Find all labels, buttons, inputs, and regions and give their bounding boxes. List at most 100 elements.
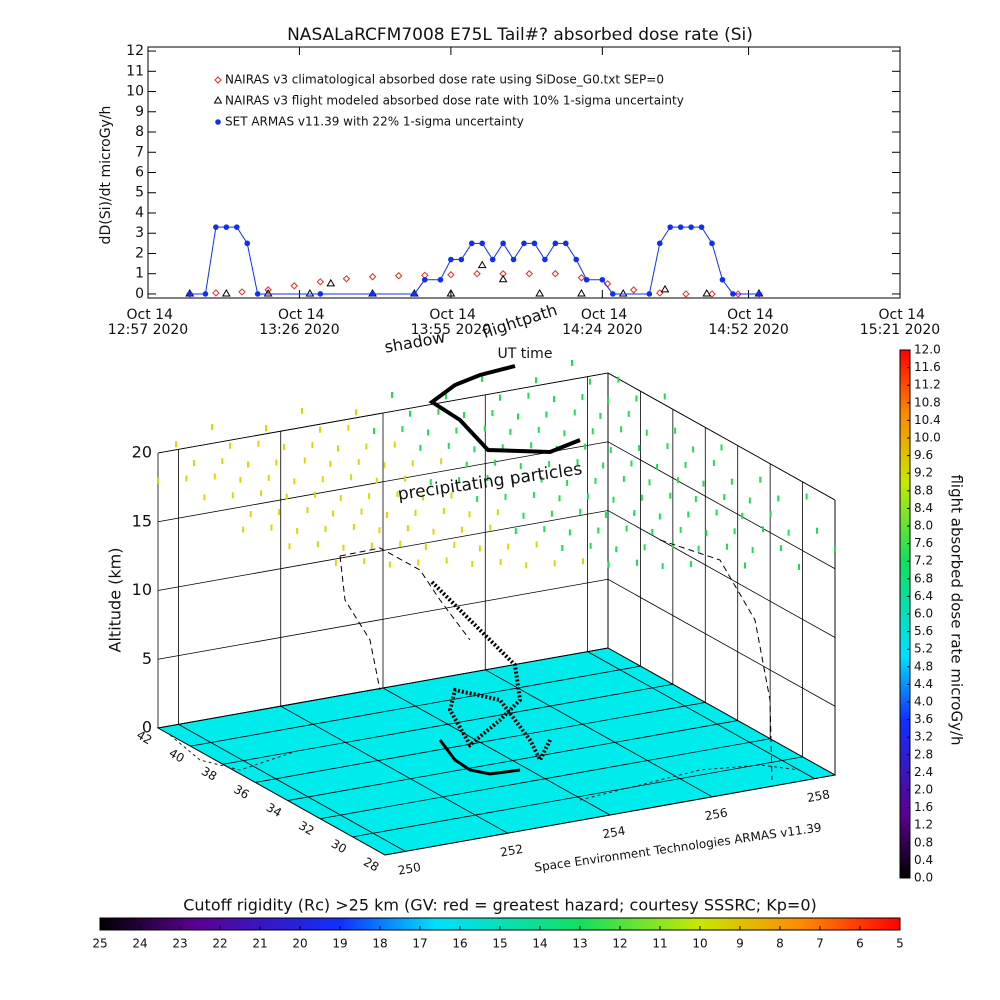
- x-tick-label: Oct 14: [879, 307, 926, 323]
- data-point: [186, 291, 193, 297]
- lat-grid-line: [255, 702, 706, 783]
- colorbar-tick-label: 12: [612, 937, 627, 951]
- y-tick-label: 10: [126, 84, 144, 100]
- lon-tick-label: 252: [499, 842, 524, 860]
- x-tick-label: Oct 14: [581, 307, 628, 323]
- data-point: [573, 256, 580, 263]
- z-tick-label: 5: [142, 649, 152, 668]
- colorbar-tick-label: 1.6: [914, 800, 933, 814]
- lon-grid-line: [280, 705, 508, 834]
- z-grid-line: [157, 441, 836, 570]
- coastline: [169, 734, 801, 801]
- data-point: [531, 240, 538, 247]
- colorbar-tick-label: 7: [816, 937, 824, 951]
- data-point: [500, 240, 506, 247]
- colorbar-tick-label: 5.2: [914, 642, 933, 656]
- x-tick-label: 15:21 2020: [860, 322, 940, 338]
- colorbar-tick-label: 8: [776, 937, 784, 951]
- lat-tick-label: 30: [329, 837, 349, 857]
- data-point: [290, 282, 298, 290]
- data-point: [342, 275, 351, 283]
- data-point: [730, 291, 736, 297]
- data-point: [202, 291, 209, 297]
- z-tick-label: 20: [132, 443, 152, 462]
- colorbar-tick-label: 19: [332, 937, 347, 951]
- data-point: [542, 256, 548, 263]
- annotation: Space Environment Technologies ARMAS v11…: [534, 820, 823, 874]
- data-point: [479, 240, 486, 247]
- lat-grid-line: [287, 720, 738, 801]
- data-point: [525, 270, 533, 278]
- data-point: [677, 224, 684, 230]
- x-tick-label: Oct 14: [278, 307, 325, 323]
- colorbar-tick-label: 10: [692, 937, 707, 951]
- lat-tick-label: 38: [199, 764, 219, 784]
- lat-tick-label: 32: [296, 818, 316, 838]
- data-point: [448, 256, 454, 263]
- colorbar-tick-label: 14: [532, 937, 547, 951]
- legend-symbol: [215, 119, 221, 125]
- data-point: [682, 290, 690, 298]
- flight-shadow: [428, 364, 581, 455]
- lon-grid-line: [178, 724, 406, 852]
- lat-grid-line: [157, 647, 609, 729]
- colorbar-tick-label: 6.4: [914, 589, 933, 603]
- colorbar-tick-label: 11.2: [914, 378, 941, 392]
- colorbar-tick-label: 9: [736, 937, 744, 951]
- data-point: [646, 291, 653, 297]
- colorbar-tick-label: 3.2: [914, 730, 933, 744]
- lat-grid-line: [222, 683, 673, 765]
- data-point: [688, 224, 694, 230]
- colorbar-tick-label: 5.6: [914, 624, 933, 638]
- lat-grid-line: [320, 738, 771, 820]
- annotation: UT time: [498, 346, 553, 362]
- colorbar-tick-label: 20: [292, 937, 307, 951]
- colorbar-tick-label: 9.6: [914, 448, 933, 462]
- y-tick-label: 2: [135, 245, 144, 261]
- lon-tick-label: 258: [806, 787, 831, 805]
- x-tick-label: 12:57 2020: [108, 322, 188, 338]
- y-tick-label: 11: [126, 63, 144, 79]
- lon-grid-line: [587, 651, 815, 779]
- colorbar-tick-label: 18: [372, 937, 387, 951]
- colorbar-tick-label: 22: [212, 937, 227, 951]
- data-point: [411, 291, 418, 297]
- lat-grid-line: [384, 774, 836, 856]
- z-axis-label: Altitude (km): [106, 548, 125, 653]
- colorbar-tick-label: 6.0: [914, 607, 933, 621]
- data-point: [421, 276, 428, 283]
- data-point: [535, 288, 545, 297]
- data-point: [719, 276, 726, 283]
- data-point: [305, 288, 315, 297]
- data-point: [264, 286, 272, 294]
- colorbar-tick-label: 17: [412, 937, 427, 951]
- legend-symbol: [213, 96, 223, 104]
- data-point: [756, 291, 762, 297]
- lon-tick-label: 250: [397, 860, 422, 878]
- colorbar-tick-label: 6.8: [914, 571, 933, 585]
- lon-tick-label: 254: [601, 824, 626, 842]
- data-point: [437, 276, 444, 283]
- y-tick-label: 12: [126, 43, 144, 59]
- data-point: [734, 290, 742, 298]
- data-point: [254, 291, 261, 297]
- y-axis-label: dD(Si)/dt microGy/h: [98, 106, 114, 245]
- panel-3d: 0 5 10 15 20 250 252 254 256 258 42 40 38 36 34 32 30 28 A…: [106, 300, 837, 878]
- data-point: [521, 240, 527, 247]
- colorbar-tick-label: 0.8: [914, 835, 933, 849]
- data-point: [709, 240, 715, 247]
- legend-label: NAIRAS v3 climatological absorbed dose r…: [225, 73, 664, 87]
- data-point: [708, 290, 716, 298]
- y-tick-label: 3: [135, 225, 144, 241]
- colorbar-tick-label: 16: [452, 937, 467, 951]
- data-point: [369, 291, 376, 297]
- flight-path-ground: [438, 739, 521, 776]
- x-tick-label: 13:26 2020: [259, 322, 339, 338]
- colorbar-tick-label: 23: [172, 937, 187, 951]
- x-tick-label: Oct 14: [127, 307, 174, 323]
- data-point: [458, 256, 465, 263]
- y-tick-label: 0: [135, 286, 144, 302]
- colorbar-tick-label: 4.8: [914, 659, 933, 673]
